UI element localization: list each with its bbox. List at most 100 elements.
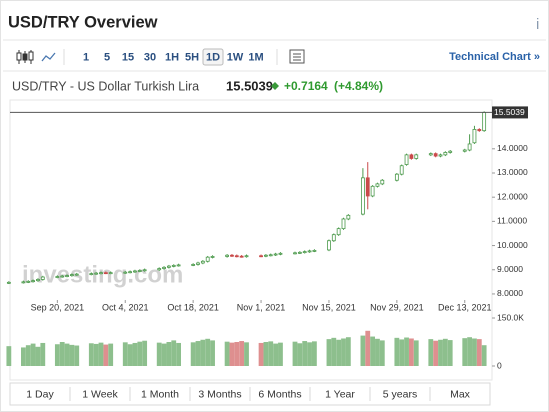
range-button[interactable]: 1 Day: [26, 388, 54, 400]
range-button[interactable]: 1 Month: [141, 388, 179, 400]
volume-bar: [375, 338, 380, 366]
candle-body: [467, 143, 472, 151]
candle-body: [273, 253, 278, 256]
candle-body: [341, 218, 346, 230]
candle-body: [268, 254, 273, 257]
y-tick-label: 10.0000: [497, 240, 528, 250]
candle-body: [26, 280, 31, 283]
candle-body: [462, 149, 467, 152]
range-button[interactable]: 3 Months: [198, 388, 241, 400]
candle-body: [225, 254, 230, 257]
technical-chart-link[interactable]: Technical Chart »: [449, 51, 540, 63]
range-button[interactable]: 1 Year: [325, 388, 355, 400]
candle-body: [142, 269, 147, 272]
interval-selected-box[interactable]: [202, 48, 224, 66]
volume-bar: [239, 341, 245, 366]
candle-body: [399, 165, 404, 175]
candle-type-icon[interactable]: [16, 50, 34, 64]
candle-body: [157, 268, 162, 271]
x-tick-label: Dec 13, 2021: [438, 302, 492, 312]
volume-bar: [370, 336, 375, 366]
volume-bar: [394, 337, 400, 366]
volume-bar: [467, 337, 472, 366]
candle-body: [327, 240, 331, 251]
info-icon[interactable]: i: [536, 16, 539, 33]
range-bar: [9, 382, 491, 406]
range-button[interactable]: Max: [450, 388, 471, 400]
up-indicator: [271, 82, 279, 90]
watermark: investing.com: [22, 261, 183, 288]
interval-button[interactable]: 15: [122, 51, 134, 63]
candle-body: [74, 273, 79, 276]
candle-body: [70, 274, 74, 276]
candle-body: [482, 112, 487, 132]
candle-body: [472, 129, 477, 144]
volume-bar: [302, 341, 308, 366]
candle-body: [278, 252, 283, 255]
volume-bar: [69, 344, 75, 366]
candle-body: [196, 262, 200, 265]
candle-body: [394, 173, 399, 181]
last-price-marker: [492, 106, 528, 119]
interval-button[interactable]: 5H: [185, 51, 199, 63]
volume-bar: [30, 343, 36, 366]
candle-body: [176, 264, 181, 267]
candle-body: [123, 271, 128, 274]
interval-button[interactable]: 30: [144, 51, 156, 63]
volume-bar: [25, 345, 31, 366]
volume-bar: [224, 341, 230, 366]
volume-bar: [234, 342, 240, 366]
volume-bar: [404, 337, 409, 366]
interval-button[interactable]: 1H: [165, 51, 179, 63]
candle-body: [103, 272, 108, 275]
candle-body: [438, 154, 443, 157]
volume-bar: [447, 340, 453, 366]
candle-body: [99, 272, 103, 275]
volume-bar: [200, 339, 206, 366]
candle-body: [336, 228, 341, 236]
volume-bar: [365, 330, 371, 366]
volume-bar: [195, 341, 201, 366]
interval-button[interactable]: 1W: [227, 51, 244, 63]
candle-body: [230, 254, 234, 257]
candle-body: [89, 273, 94, 276]
volume-bar: [481, 345, 487, 366]
x-tick-label: Oct 18, 2021: [167, 302, 219, 312]
volume-bar: [103, 344, 109, 366]
candle-body: [448, 150, 453, 153]
volume-bar: [108, 343, 114, 366]
volume-bar: [229, 342, 235, 366]
volume-bar: [263, 342, 269, 366]
indicator-icon[interactable]: [289, 49, 305, 64]
x-tick-label: Oct 4, 2021: [102, 302, 149, 312]
candle-body: [477, 129, 482, 132]
candle-body: [40, 276, 45, 280]
interval-button[interactable]: 5: [104, 51, 110, 63]
candle-body: [65, 275, 69, 277]
volume-bar: [190, 342, 196, 366]
candle-body: [191, 264, 196, 266]
range-button[interactable]: 1 Week: [82, 388, 118, 400]
x-tick-label: Nov 29, 2021: [370, 302, 424, 312]
volume-bar: [93, 343, 99, 366]
interval-button[interactable]: 1D: [206, 51, 220, 63]
volume-bar: [476, 339, 482, 366]
volume-bar: [137, 341, 143, 366]
volume-bar: [379, 340, 385, 366]
volume-bar: [442, 338, 448, 366]
volume-bar: [341, 338, 346, 366]
candle-body: [346, 214, 351, 220]
volume-bar: [409, 338, 414, 366]
range-button[interactable]: 6 Months: [258, 388, 301, 400]
candle-body: [94, 272, 99, 275]
candle-body: [404, 154, 409, 165]
volume-bar: [331, 337, 337, 366]
interval-button[interactable]: 1M: [248, 51, 263, 63]
range-button[interactable]: 5 years: [383, 388, 417, 400]
candle-body: [171, 265, 176, 267]
candle-body: [414, 154, 419, 159]
line-type-icon[interactable]: [41, 52, 56, 62]
volume-bar: [171, 340, 177, 366]
interval-button[interactable]: 1: [83, 51, 89, 63]
candle-body: [133, 270, 137, 273]
